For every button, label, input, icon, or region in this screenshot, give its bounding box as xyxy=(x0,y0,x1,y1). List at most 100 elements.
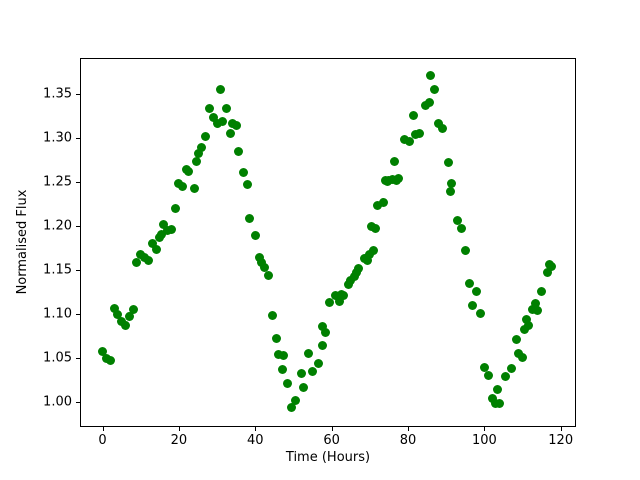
data-point xyxy=(124,311,134,321)
data-point xyxy=(334,296,344,306)
data-point xyxy=(409,110,419,120)
data-point xyxy=(393,174,403,184)
data-point xyxy=(128,305,138,315)
x-tick-mark xyxy=(255,427,257,431)
data-point xyxy=(296,368,306,378)
data-point xyxy=(472,286,482,296)
data-point xyxy=(434,118,443,128)
data-point xyxy=(346,276,356,286)
data-point xyxy=(317,340,327,350)
y-tick-mark xyxy=(76,358,80,360)
data-point xyxy=(390,157,400,167)
data-point xyxy=(183,167,193,177)
y-tick-mark xyxy=(76,314,80,316)
data-point xyxy=(527,304,537,314)
y-tick-mark xyxy=(76,226,80,228)
data-point xyxy=(476,308,485,318)
data-point xyxy=(143,256,153,266)
data-point xyxy=(495,398,505,408)
data-point xyxy=(283,379,293,389)
y-tick-label: 1.35 xyxy=(43,86,72,102)
x-tick-label: 0 xyxy=(98,433,107,448)
data-point xyxy=(231,121,241,131)
y-tick-label: 1.25 xyxy=(43,174,72,190)
data-point xyxy=(479,362,489,372)
x-tick-label: 120 xyxy=(548,433,574,448)
data-point xyxy=(193,148,203,158)
data-point xyxy=(120,321,130,331)
data-point xyxy=(250,230,260,240)
data-point xyxy=(493,384,503,394)
data-point xyxy=(512,335,522,345)
data-point xyxy=(287,403,296,413)
y-tick-mark xyxy=(76,402,80,404)
x-tick-mark xyxy=(408,427,409,431)
data-point xyxy=(506,364,516,374)
data-point xyxy=(222,103,232,113)
x-tick-label: 20 xyxy=(170,433,188,448)
x-axis-label: Time (Hours) xyxy=(285,450,371,465)
data-point xyxy=(109,303,119,313)
data-point xyxy=(170,204,180,214)
data-point xyxy=(405,137,415,147)
data-point xyxy=(245,213,254,223)
data-point xyxy=(290,396,300,406)
data-point xyxy=(414,129,424,139)
data-point xyxy=(105,356,115,366)
data-point xyxy=(426,71,436,81)
data-point xyxy=(330,291,340,301)
data-point xyxy=(225,129,235,139)
data-point xyxy=(325,298,335,308)
data-point xyxy=(468,301,478,310)
data-point xyxy=(271,333,281,343)
x-tick-mark xyxy=(560,427,562,431)
data-point xyxy=(521,315,531,325)
data-point xyxy=(399,135,409,145)
data-point xyxy=(453,215,463,225)
data-point xyxy=(321,328,331,338)
data-point xyxy=(420,101,430,111)
data-point xyxy=(457,224,466,234)
data-point xyxy=(378,197,388,207)
data-point xyxy=(98,346,107,356)
y-tick-mark xyxy=(76,138,80,140)
data-point xyxy=(500,372,510,382)
y-tick-label: 1.30 xyxy=(43,130,72,146)
data-point xyxy=(353,264,363,273)
data-point xyxy=(460,245,470,255)
y-tick-mark xyxy=(76,182,80,184)
y-tick-mark xyxy=(76,270,80,272)
data-point xyxy=(273,350,283,360)
data-point xyxy=(523,321,533,331)
data-point xyxy=(201,131,211,141)
data-point xyxy=(437,124,447,133)
data-point xyxy=(239,168,249,177)
data-point xyxy=(197,143,207,153)
x-tick-mark xyxy=(178,427,180,431)
data-point xyxy=(166,225,176,235)
plot-area xyxy=(80,58,576,427)
data-point xyxy=(212,118,222,128)
data-point xyxy=(430,85,440,95)
data-point xyxy=(365,249,375,259)
x-tick-label: 100 xyxy=(471,433,497,448)
data-point xyxy=(531,299,541,309)
y-tick-mark xyxy=(76,94,80,96)
x-tick-mark xyxy=(331,427,333,431)
data-point xyxy=(256,257,266,267)
data-point xyxy=(369,246,379,256)
data-point xyxy=(178,182,188,192)
data-point xyxy=(191,156,201,166)
data-point xyxy=(308,367,317,376)
data-point xyxy=(218,116,228,126)
data-point xyxy=(542,268,552,278)
data-point xyxy=(159,219,169,229)
data-point xyxy=(298,382,308,392)
data-point xyxy=(151,244,161,254)
data-point xyxy=(363,256,373,266)
data-point xyxy=(424,98,434,108)
data-point xyxy=(147,239,157,249)
data-point xyxy=(483,370,493,380)
x-tick-label: 40 xyxy=(247,433,264,448)
